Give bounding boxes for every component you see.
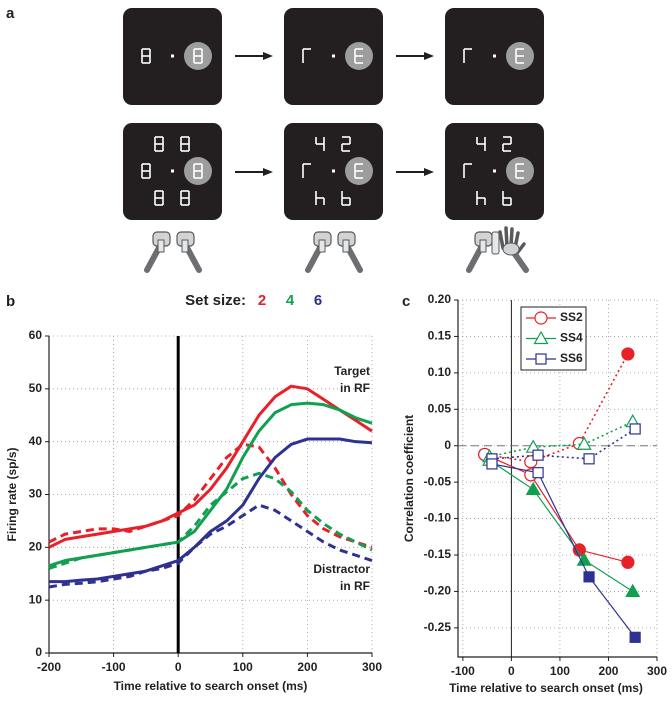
x-tick-label: 200 bbox=[598, 664, 618, 678]
target-line bbox=[48, 401, 373, 568]
fixation-dot bbox=[493, 169, 496, 173]
palm bbox=[502, 242, 520, 256]
fixation-dot bbox=[493, 54, 496, 58]
y-axis-label: Firing rate (sp/s) bbox=[5, 447, 19, 541]
y-tick-label: 0 bbox=[444, 438, 451, 452]
target-line bbox=[48, 384, 373, 549]
marker bbox=[625, 583, 641, 598]
fixation-dot bbox=[332, 54, 335, 58]
x-tick-label: -100 bbox=[102, 660, 126, 674]
distractor-line bbox=[48, 442, 373, 549]
marker bbox=[629, 423, 641, 435]
x-tick-label: -100 bbox=[451, 664, 475, 678]
marker bbox=[532, 467, 544, 479]
bar bbox=[342, 239, 350, 253]
legend-label: 2 bbox=[258, 292, 266, 309]
arrow-head bbox=[263, 168, 273, 176]
marker bbox=[629, 631, 641, 643]
y-tick-label: 0.15 bbox=[428, 329, 452, 343]
panel-label: b bbox=[6, 293, 15, 310]
axes bbox=[48, 336, 372, 654]
legend-marker bbox=[534, 311, 548, 325]
y-tick-label: -0.25 bbox=[424, 620, 452, 634]
legend-title: Set size: bbox=[185, 292, 246, 309]
y-tick-label: -0.10 bbox=[424, 511, 452, 525]
solid-line bbox=[491, 463, 636, 638]
annotation: Target bbox=[334, 364, 370, 378]
x-tick-label: 0 bbox=[175, 660, 182, 674]
y-axis-label: Correlation coefficient bbox=[402, 415, 416, 542]
bar bbox=[491, 231, 500, 255]
y-tick-label: 0 bbox=[35, 645, 42, 659]
panel-label: c bbox=[402, 293, 410, 310]
arrow-head bbox=[424, 168, 434, 176]
legend-label: SS6 bbox=[560, 351, 583, 365]
bar bbox=[318, 239, 326, 253]
annotation: in RF bbox=[340, 579, 370, 593]
y-tick-label: 30 bbox=[29, 487, 43, 501]
fixation-dot bbox=[171, 169, 174, 173]
legend-label: SS4 bbox=[560, 331, 583, 345]
x-axis-label: Time relative to search onset (ms) bbox=[114, 679, 308, 693]
annotation: Distractor bbox=[313, 562, 370, 576]
arrow-head bbox=[263, 52, 273, 60]
marker bbox=[583, 453, 595, 465]
y-tick-label: 40 bbox=[29, 434, 43, 448]
x-tick-label: 100 bbox=[550, 664, 570, 678]
solid-line bbox=[484, 453, 629, 563]
x-tick-label: 300 bbox=[362, 660, 382, 674]
x-tick-label: 0 bbox=[508, 664, 515, 678]
y-tick-label: 0.10 bbox=[428, 365, 452, 379]
target-line bbox=[49, 437, 373, 584]
y-tick-label: 60 bbox=[29, 328, 43, 342]
marker bbox=[532, 449, 544, 461]
y-tick-label: 20 bbox=[29, 540, 43, 554]
solid-line bbox=[489, 459, 634, 592]
distractor-line bbox=[48, 503, 373, 589]
x-tick-label: 300 bbox=[647, 664, 667, 678]
y-tick-label: 10 bbox=[29, 592, 43, 606]
x-tick-label: 200 bbox=[297, 660, 317, 674]
annotation: in RF bbox=[340, 381, 370, 395]
panel-label: a bbox=[6, 5, 15, 22]
marker bbox=[621, 347, 635, 361]
marker bbox=[486, 458, 498, 470]
marker bbox=[621, 555, 635, 569]
legend-marker bbox=[535, 353, 547, 365]
dotted-line bbox=[489, 420, 634, 458]
marker bbox=[576, 436, 592, 450]
y-tick-label: 0.05 bbox=[428, 401, 452, 415]
bar bbox=[479, 239, 487, 253]
x-axis-label: Time relative to search onset (ms) bbox=[449, 681, 643, 695]
y-tick-label: 50 bbox=[29, 381, 43, 395]
arrow-head bbox=[424, 52, 434, 60]
y-tick-label: -0.20 bbox=[424, 584, 452, 598]
axes bbox=[457, 300, 657, 658]
marker bbox=[525, 481, 541, 496]
bar bbox=[181, 239, 189, 253]
y-tick-label: -0.15 bbox=[424, 547, 452, 561]
bar bbox=[157, 239, 165, 253]
legend-label: 6 bbox=[314, 292, 322, 309]
legend-marker bbox=[533, 330, 549, 345]
dotted-line bbox=[491, 428, 636, 460]
marker bbox=[583, 571, 595, 583]
x-tick-label: -200 bbox=[37, 660, 61, 674]
fixation-dot bbox=[332, 169, 335, 173]
legend-label: 4 bbox=[286, 292, 295, 309]
y-tick-label: -0.05 bbox=[424, 474, 452, 488]
x-tick-label: 100 bbox=[233, 660, 253, 674]
legend-label: SS2 bbox=[560, 310, 583, 324]
fixation-dot bbox=[171, 54, 174, 58]
y-tick-label: 0.20 bbox=[428, 292, 452, 306]
open-hand bbox=[498, 226, 526, 254]
